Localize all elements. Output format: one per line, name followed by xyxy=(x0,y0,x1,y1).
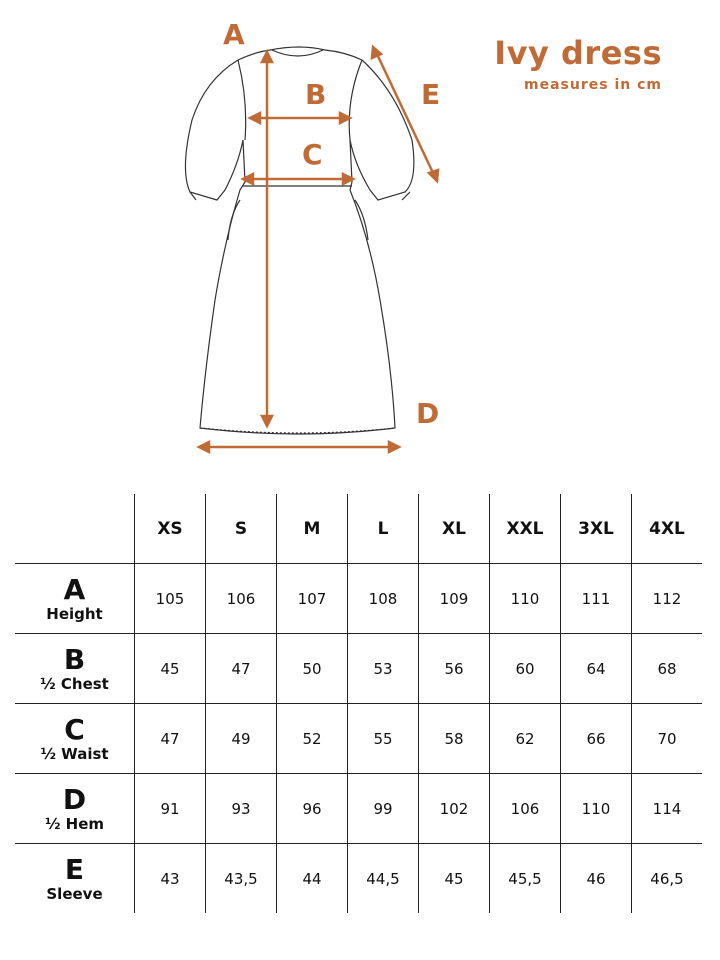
table-cell: 99 xyxy=(347,773,419,844)
table-row: E Sleeve 43 43,5 44 44,5 45 45,5 46 46,5 xyxy=(15,843,702,913)
table-cell: 114 xyxy=(631,773,702,844)
label-d: D xyxy=(416,397,440,430)
row-letter: C xyxy=(64,712,85,746)
table-cell: 45 xyxy=(134,633,206,704)
table-cell: 91 xyxy=(134,773,206,844)
table-cell: 45 xyxy=(418,843,490,913)
table-cell: 46,5 xyxy=(631,843,702,913)
corner-cell xyxy=(15,494,135,564)
table-cell: 93 xyxy=(205,773,277,844)
size-table: XS S M L XL XXL 3XL 4XL A Height 105 106 107… xyxy=(15,494,702,913)
table-cell: 55 xyxy=(347,703,419,774)
size-xl: XL xyxy=(418,494,490,564)
table-cell: 112 xyxy=(631,563,702,634)
table-cell: 70 xyxy=(631,703,702,774)
row-letter: E xyxy=(64,852,85,886)
row-measure-name: Sleeve xyxy=(46,884,103,903)
row-measure-name: ½ Hem xyxy=(44,814,105,833)
table-cell: 66 xyxy=(560,703,632,774)
label-c: C xyxy=(302,138,323,171)
row-letter: B xyxy=(63,642,86,676)
measure-arrows xyxy=(196,44,440,455)
table-cell: 44,5 xyxy=(347,843,419,913)
table-cell: 110 xyxy=(489,563,561,634)
table-cell: 60 xyxy=(489,633,561,704)
row-measure-name: ½ Chest xyxy=(40,674,109,693)
label-b: B xyxy=(305,78,327,111)
dress-diagram xyxy=(184,44,440,455)
row-letter: D xyxy=(62,782,87,816)
size-l: L xyxy=(347,494,419,564)
table-cell: 106 xyxy=(205,563,277,634)
table-cell: 43,5 xyxy=(205,843,277,913)
page-title: Ivy dress xyxy=(494,34,662,72)
table-cell: 68 xyxy=(631,633,702,704)
row-measure-name: ½ Waist xyxy=(40,744,109,763)
size-3xl: 3XL xyxy=(560,494,632,564)
table-row: A Height 105 106 107 108 109 110 111 112 xyxy=(15,563,702,634)
table-cell: 44 xyxy=(276,843,348,913)
table-cell: 52 xyxy=(276,703,348,774)
table-cell: 108 xyxy=(347,563,419,634)
table-cell: 64 xyxy=(560,633,632,704)
table-cell: 45,5 xyxy=(489,843,561,913)
table-cell: 50 xyxy=(276,633,348,704)
table-cell: 43 xyxy=(134,843,206,913)
table-cell: 47 xyxy=(205,633,277,704)
table-cell: 47 xyxy=(134,703,206,774)
table-cell: 107 xyxy=(276,563,348,634)
size-s: S xyxy=(205,494,277,564)
size-xxl: XXL xyxy=(489,494,561,564)
size-4xl: 4XL xyxy=(631,494,702,564)
row-label: E Sleeve xyxy=(15,843,135,913)
arrow-e xyxy=(374,51,436,176)
row-letter: A xyxy=(63,572,86,606)
table-cell: 96 xyxy=(276,773,348,844)
table-cell: 56 xyxy=(418,633,490,704)
dress-outline xyxy=(184,46,415,435)
label-a: A xyxy=(223,18,245,51)
table-cell: 49 xyxy=(205,703,277,774)
table-cell: 106 xyxy=(489,773,561,844)
table-cell: 46 xyxy=(560,843,632,913)
table-cell: 53 xyxy=(347,633,419,704)
size-m: M xyxy=(276,494,348,564)
row-measure-name: Height xyxy=(46,604,103,623)
table-cell: 62 xyxy=(489,703,561,774)
page-subtitle: measures in cm xyxy=(524,77,662,93)
row-label: A Height xyxy=(15,563,135,634)
size-header-row: XS S M L XL XXL 3XL 4XL xyxy=(15,494,702,564)
table-cell: 109 xyxy=(418,563,490,634)
table-cell: 58 xyxy=(418,703,490,774)
size-xs: XS xyxy=(134,494,206,564)
table-cell: 110 xyxy=(560,773,632,844)
table-cell: 105 xyxy=(134,563,206,634)
table-cell: 102 xyxy=(418,773,490,844)
table-cell: 111 xyxy=(560,563,632,634)
label-e: E xyxy=(421,78,441,111)
